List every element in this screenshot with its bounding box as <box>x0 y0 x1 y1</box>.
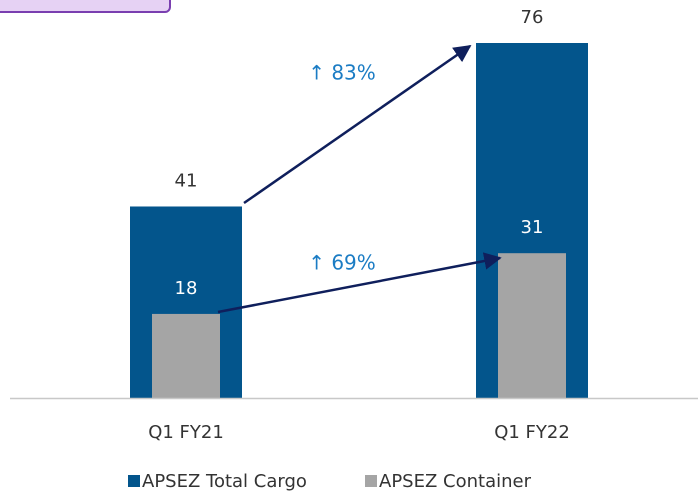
bar <box>152 313 220 398</box>
growth-arrow <box>217 252 502 314</box>
annotation: ↑ 83% <box>308 61 376 85</box>
x-tick-label: Q1 FY22 <box>494 422 570 443</box>
legend-swatch <box>128 475 140 487</box>
bar <box>498 253 566 398</box>
x-tick-label: Q1 FY21 <box>148 422 224 443</box>
header-box <box>0 0 171 13</box>
data-label: 76 <box>521 7 544 28</box>
legend-label: APSEZ Container <box>379 471 532 492</box>
data-label: 18 <box>175 278 198 299</box>
data-label: 31 <box>521 217 544 238</box>
growth-arrow <box>243 44 472 205</box>
annotation: ↑ 69% <box>308 251 376 275</box>
data-label: 41 <box>175 170 198 191</box>
legend-label: APSEZ Total Cargo <box>142 471 307 492</box>
legend-swatch <box>365 475 377 487</box>
